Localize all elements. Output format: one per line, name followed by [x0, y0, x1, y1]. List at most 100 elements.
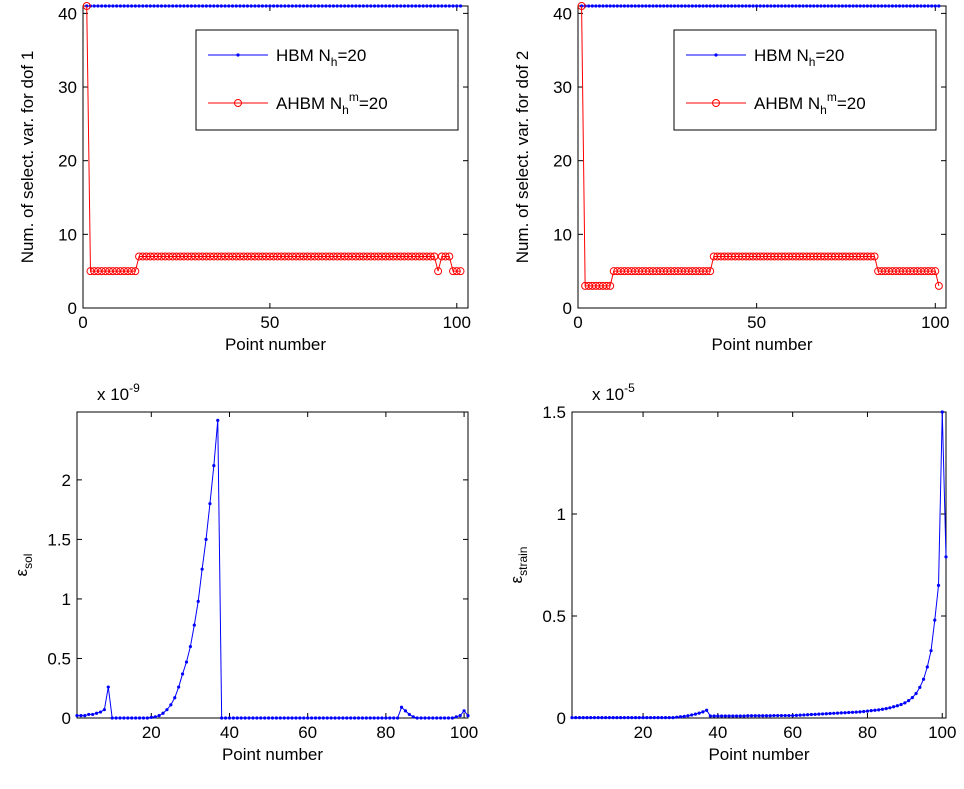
data-point: [434, 267, 443, 276]
data-point: [697, 711, 701, 715]
data-point: [805, 4, 809, 8]
data-point: [316, 4, 321, 8]
data-point: [223, 4, 227, 8]
data-point: [850, 710, 855, 714]
data-point: [152, 4, 156, 8]
data-point: [570, 715, 574, 720]
data-point: [435, 716, 439, 720]
y-tick-label: 2: [62, 471, 71, 490]
data-point: [596, 715, 600, 720]
data-point: [577, 715, 582, 720]
data-point: [630, 715, 634, 720]
data-point: [345, 716, 349, 720]
data-point: [391, 4, 395, 8]
data-point: [633, 4, 637, 8]
x-tick-label: 100: [928, 723, 956, 742]
data-point: [637, 4, 641, 8]
data-point: [648, 715, 653, 720]
data-point: [219, 4, 223, 8]
data-point: [372, 4, 377, 8]
y-tick-label: 20: [553, 152, 572, 171]
y-tick-label: 40: [553, 4, 572, 23]
data-point: [626, 715, 630, 720]
data-point: [111, 4, 115, 8]
data-point: [92, 4, 96, 8]
data-point: [455, 4, 459, 8]
x-tick-label: 80: [376, 723, 395, 742]
data-point: [283, 4, 287, 8]
data-point: [733, 4, 737, 8]
data-point: [427, 716, 431, 720]
data-point: [184, 660, 189, 664]
data-point: [440, 4, 444, 8]
data-point: [247, 716, 251, 720]
data-point: [106, 685, 110, 689]
data-point: [454, 715, 458, 719]
data-point: [780, 4, 784, 8]
data-point: [581, 715, 585, 720]
x-tick-label: 50: [260, 313, 279, 332]
data-point: [372, 716, 376, 720]
data-point: [731, 714, 735, 718]
data-point: [606, 281, 615, 290]
data-point: [329, 716, 333, 720]
y-axis-label: Num. of select. var. for dof 2: [513, 51, 532, 264]
data-point: [744, 4, 748, 8]
data-point: [944, 555, 948, 559]
data-point: [376, 716, 380, 720]
data-point: [901, 4, 905, 8]
data-point: [633, 715, 638, 720]
data-point: [615, 4, 619, 8]
y-tick-label: 1.5: [47, 530, 71, 549]
data-point: [854, 710, 858, 714]
data-point: [188, 644, 192, 649]
data-point: [410, 4, 414, 8]
data-point: [843, 711, 847, 715]
y-tick-label: 1.5: [542, 403, 566, 422]
data-point: [368, 716, 372, 720]
data-point: [801, 4, 805, 8]
data-point: [290, 4, 294, 8]
y-tick-label: 0: [68, 299, 77, 318]
data-point: [149, 715, 153, 720]
data-point: [844, 4, 848, 8]
data-point: [647, 4, 652, 8]
data-point: [212, 4, 216, 8]
data-point: [259, 716, 263, 720]
data-point: [380, 4, 384, 8]
data-point: [937, 4, 941, 8]
data-point: [182, 4, 186, 8]
data-point: [921, 677, 926, 681]
data-point: [177, 685, 181, 689]
data-point: [597, 4, 602, 8]
data-point: [926, 4, 930, 8]
data-point: [193, 4, 197, 8]
data-point: [407, 712, 411, 717]
data-point: [815, 4, 819, 8]
data-point: [447, 4, 451, 8]
data-point: [278, 716, 282, 720]
data-point: [196, 599, 200, 603]
data-point: [399, 705, 404, 709]
data-point: [263, 716, 267, 720]
data-point: [380, 716, 384, 720]
data-point: [321, 716, 325, 720]
data-point: [414, 4, 418, 8]
data-point: [274, 716, 279, 720]
data-point: [933, 618, 937, 622]
data-point: [757, 714, 761, 718]
y-tick-label: 1: [557, 505, 566, 524]
data-point: [712, 714, 716, 718]
data-point: [118, 716, 122, 720]
data-point: [701, 4, 705, 8]
data-point: [251, 716, 255, 720]
data-point: [604, 715, 608, 720]
data-point: [365, 4, 369, 8]
subplot: 0 50 100 0 10 20 30 40 Point number Num. of selec…: [18, 2, 471, 354]
x-tick-label: 100: [450, 723, 478, 742]
data-point: [169, 703, 173, 707]
data-point: [102, 708, 106, 712]
x-tick-label: 40: [220, 723, 239, 742]
data-point: [324, 4, 328, 8]
